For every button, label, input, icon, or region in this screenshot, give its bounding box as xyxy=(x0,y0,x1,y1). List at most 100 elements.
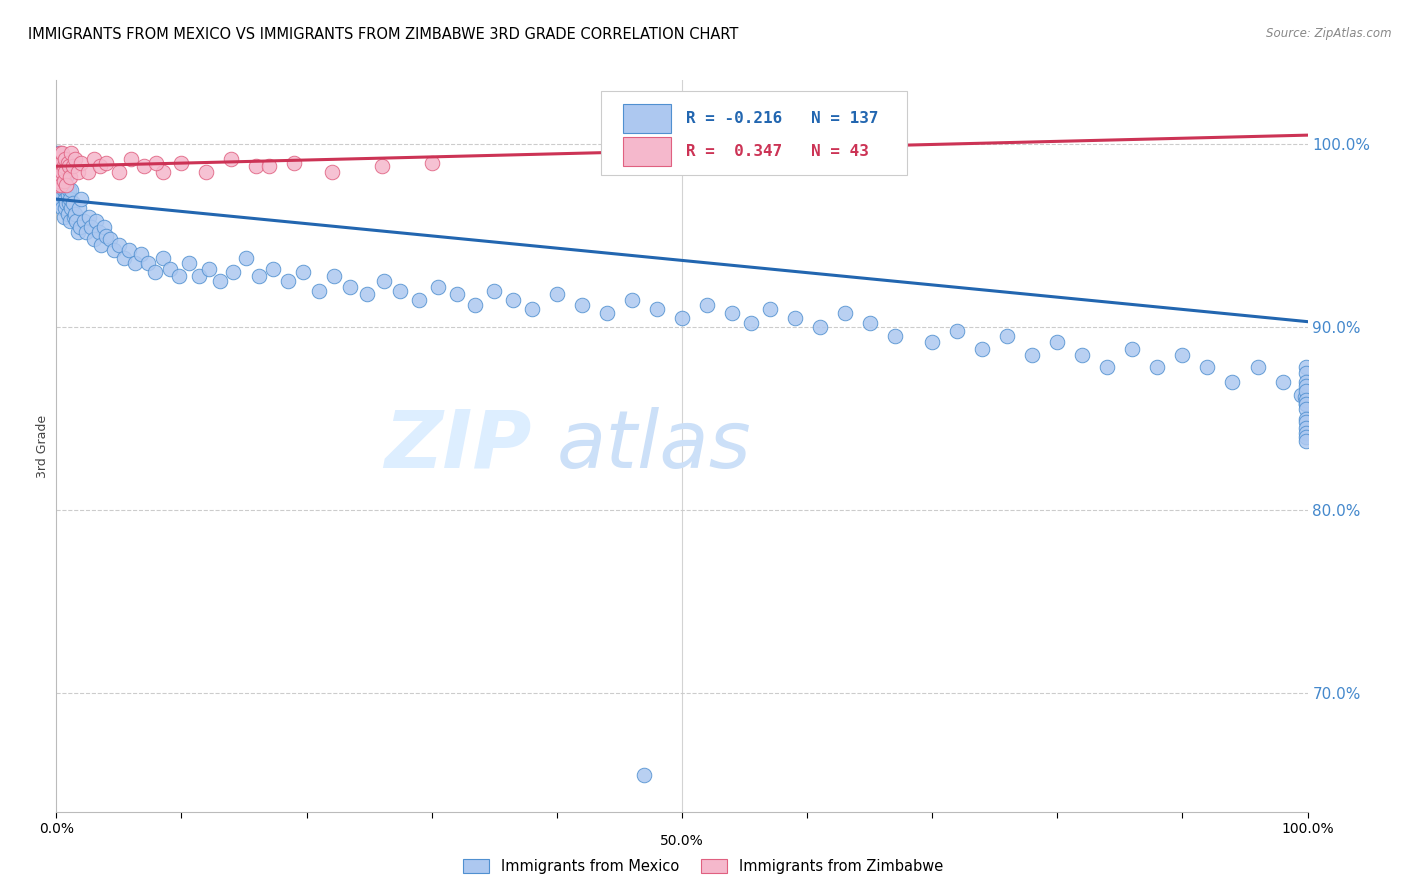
Point xyxy=(55,195,77,210)
Point xyxy=(308,284,330,298)
Point xyxy=(1295,360,1317,375)
Point xyxy=(62,159,84,173)
Text: ZIP: ZIP xyxy=(384,407,531,485)
Point xyxy=(52,211,75,225)
Point xyxy=(131,247,153,261)
Text: R =  0.347   N = 43: R = 0.347 N = 43 xyxy=(686,145,869,160)
Point xyxy=(247,268,270,283)
Point xyxy=(51,188,73,202)
Point xyxy=(858,317,880,331)
Point xyxy=(671,311,693,326)
FancyBboxPatch shape xyxy=(623,103,671,133)
Text: IMMIGRANTS FROM MEXICO VS IMMIGRANTS FROM ZIMBABWE 3RD GRADE CORRELATION CHART: IMMIGRANTS FROM MEXICO VS IMMIGRANTS FRO… xyxy=(28,27,738,42)
Point xyxy=(112,251,135,265)
Point xyxy=(209,274,232,288)
Point xyxy=(946,324,969,338)
Point xyxy=(46,178,69,192)
Point xyxy=(118,244,141,258)
Point xyxy=(48,159,70,173)
Point xyxy=(76,164,98,178)
Point xyxy=(48,174,70,188)
Point xyxy=(83,152,105,166)
Point xyxy=(596,305,619,319)
Point xyxy=(221,152,243,166)
Point xyxy=(808,320,831,334)
Point xyxy=(221,265,243,279)
Point xyxy=(120,152,142,166)
Point xyxy=(758,301,780,316)
Point xyxy=(83,232,105,246)
Point xyxy=(48,152,70,166)
Point xyxy=(63,207,86,221)
Point xyxy=(520,301,543,316)
Point xyxy=(1171,347,1194,362)
Point xyxy=(464,298,486,312)
Point xyxy=(502,293,524,307)
Point xyxy=(48,174,70,188)
Point xyxy=(51,174,73,188)
Text: 50.0%: 50.0% xyxy=(659,834,704,847)
Point xyxy=(73,214,96,228)
Point xyxy=(1222,375,1244,389)
Point xyxy=(46,170,69,185)
Point xyxy=(1295,393,1317,408)
Point xyxy=(1295,375,1317,389)
Point xyxy=(46,146,69,161)
Point xyxy=(339,280,361,294)
Point xyxy=(921,334,943,349)
Point xyxy=(53,178,76,192)
Point xyxy=(49,170,72,185)
Point xyxy=(373,274,395,288)
Point xyxy=(389,284,412,298)
Point xyxy=(53,164,76,178)
Point xyxy=(235,251,257,265)
FancyBboxPatch shape xyxy=(600,91,907,176)
Point xyxy=(56,188,79,202)
Point xyxy=(80,219,103,234)
Point xyxy=(49,159,72,173)
Point xyxy=(721,305,744,319)
Point xyxy=(53,152,76,166)
Point xyxy=(48,192,70,206)
Point xyxy=(51,195,73,210)
Point xyxy=(96,228,118,243)
Point xyxy=(77,211,100,225)
Point xyxy=(58,195,80,210)
Point xyxy=(60,146,83,161)
Point xyxy=(69,219,91,234)
Point xyxy=(62,195,84,210)
Point xyxy=(49,146,72,161)
Point xyxy=(883,329,905,343)
Point xyxy=(49,159,72,173)
Point xyxy=(1295,430,1317,444)
Point xyxy=(55,178,77,192)
Point xyxy=(93,219,115,234)
Point xyxy=(446,287,468,301)
Point xyxy=(1294,390,1316,404)
Point xyxy=(55,183,77,197)
FancyBboxPatch shape xyxy=(623,137,671,167)
Point xyxy=(48,152,70,166)
Point xyxy=(370,159,392,173)
Text: Source: ZipAtlas.com: Source: ZipAtlas.com xyxy=(1267,27,1392,40)
Point xyxy=(645,301,668,316)
Point xyxy=(1295,402,1317,417)
Point xyxy=(1295,426,1317,441)
Point xyxy=(51,178,73,192)
Point xyxy=(108,238,131,252)
Point xyxy=(49,181,72,195)
Point xyxy=(103,244,125,258)
Point xyxy=(159,261,181,276)
Point xyxy=(484,284,506,298)
Point xyxy=(356,287,378,301)
Point xyxy=(1295,434,1317,448)
Point xyxy=(49,192,72,206)
Point xyxy=(66,164,89,178)
Point xyxy=(98,232,121,246)
Point xyxy=(53,201,76,215)
Point xyxy=(420,155,443,169)
Point xyxy=(46,164,69,178)
Point xyxy=(70,192,93,206)
Point xyxy=(321,164,343,178)
Point xyxy=(633,768,655,782)
